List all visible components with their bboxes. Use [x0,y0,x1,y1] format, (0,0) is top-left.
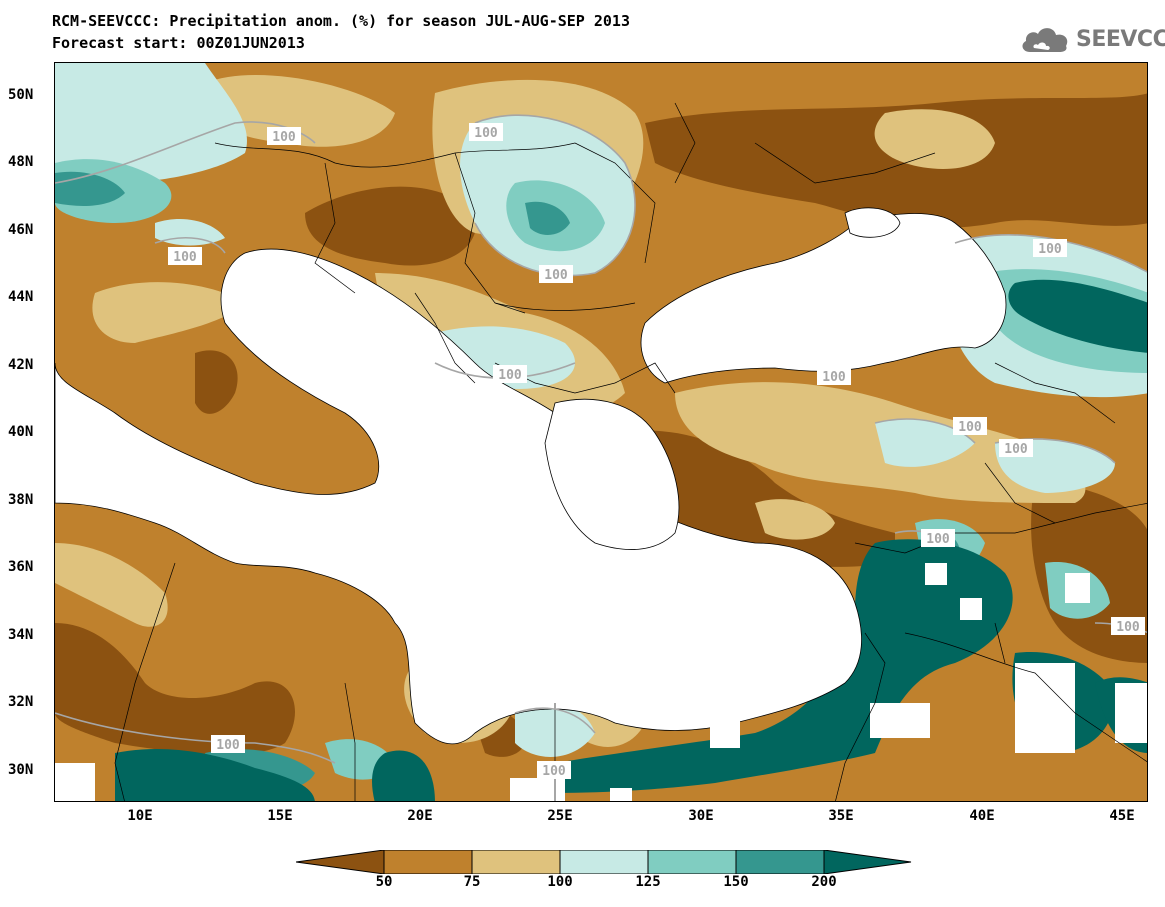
lat-label: 30N [8,762,34,778]
lon-label: 25E [547,808,573,824]
contour-label: 100 [216,738,240,753]
legend-swatch [471,849,561,875]
legend-swatch [383,849,473,875]
lat-label: 42N [8,357,34,373]
legend-swatch [647,849,737,875]
lat-label: 48N [8,154,34,170]
lon-label: 45E [1109,808,1135,824]
lat-label: 38N [8,492,34,508]
contour-label: 100 [272,130,296,145]
lat-label: 44N [8,289,34,305]
map-title: RCM-SEEVCCC: Precipitation anom. (%) for… [52,12,630,30]
legend-swatch [295,849,385,875]
legend-label: 125 [635,874,661,890]
legend-label: 100 [547,874,573,890]
legend-label: 200 [811,874,837,890]
contour-label: 100 [1038,242,1062,257]
country-borders [114,102,1147,801]
contour-label: 100 [1116,620,1140,635]
lon-label: 40E [969,808,995,824]
precipitation-anomaly-map: 100 100 100 100 100 100 100 100 100 100 … [54,62,1148,802]
contour-label: 100 [926,532,950,547]
lon-label: 30E [688,808,714,824]
sea-areas [55,207,1007,745]
contour-label: 100 [822,370,846,385]
no-data-boxes [55,563,1147,801]
legend-swatch [823,849,912,875]
lon-label: 15E [267,808,293,824]
seevccc-logo: SEEVCCC [1020,22,1165,56]
lon-label: 20E [407,808,433,824]
cloud-icon [1022,28,1068,52]
legend-swatch [559,849,649,875]
lon-label: 10E [127,808,153,824]
legend-swatch [735,849,825,875]
forecast-start-label: Forecast start: 00Z01JUN2013 [52,34,305,52]
lat-label: 34N [8,627,34,643]
legend-label: 75 [463,874,481,890]
lon-label: 35E [828,808,854,824]
lat-label: 46N [8,222,34,238]
contour-label: 100 [958,420,982,435]
lat-label: 32N [8,694,34,710]
contour-label: 100 [498,368,522,383]
contour-label: 100 [474,126,498,141]
contour-label: 100 [173,250,197,265]
legend-label: 150 [723,874,749,890]
map-canvas: 100 100 100 100 100 100 100 100 100 100 … [55,63,1147,801]
legend-bar [295,849,912,875]
lat-label: 50N [8,87,34,103]
contour-label: 100 [1004,442,1028,457]
contour-label: 100 [542,764,566,779]
lat-label: 40N [8,424,34,440]
lat-label: 36N [8,559,34,575]
contour-label: 100 [544,268,568,283]
contour-label-group: 100 100 100 100 100 100 100 100 100 100 … [168,123,1145,779]
color-legend [295,849,912,878]
legend-label: 50 [375,874,393,890]
logo-text: SEEVCCC [1076,26,1165,52]
